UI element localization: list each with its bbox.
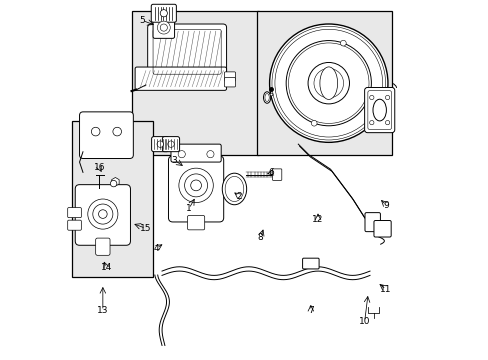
Text: 6: 6 [268,168,274,177]
Bar [131,12,258,155]
FancyBboxPatch shape [302,258,319,269]
FancyBboxPatch shape [67,208,81,218]
Circle shape [157,21,170,34]
FancyBboxPatch shape [75,185,130,245]
Circle shape [311,120,316,126]
FancyBboxPatch shape [135,67,226,90]
FancyBboxPatch shape [367,91,391,130]
Text: 9: 9 [383,201,388,210]
Circle shape [91,127,100,136]
Circle shape [113,127,121,136]
Circle shape [307,63,349,104]
FancyBboxPatch shape [80,112,133,158]
Text: 11: 11 [380,285,391,294]
Circle shape [179,168,213,203]
Circle shape [110,180,117,187]
Circle shape [160,10,167,17]
FancyBboxPatch shape [151,4,176,22]
FancyBboxPatch shape [168,156,223,222]
Circle shape [271,26,385,140]
FancyBboxPatch shape [67,220,81,230]
Circle shape [269,24,387,142]
Text: 7: 7 [307,306,313,315]
Circle shape [385,121,389,125]
FancyBboxPatch shape [147,24,226,80]
Text: 15: 15 [140,224,151,233]
FancyBboxPatch shape [224,78,235,87]
Circle shape [369,95,373,100]
Bar [72,121,153,277]
Circle shape [340,40,346,46]
FancyBboxPatch shape [162,136,179,152]
Circle shape [157,141,163,147]
Text: 1: 1 [185,204,191,213]
Circle shape [190,180,201,191]
FancyBboxPatch shape [272,169,281,180]
Ellipse shape [319,67,337,99]
Ellipse shape [264,94,269,102]
Text: 2: 2 [236,192,242,201]
Circle shape [99,210,107,219]
Circle shape [160,24,167,31]
FancyBboxPatch shape [171,144,221,162]
Ellipse shape [224,176,244,202]
Circle shape [88,199,118,229]
Ellipse shape [222,173,246,205]
Circle shape [167,141,174,147]
FancyBboxPatch shape [96,238,110,255]
Text: 14: 14 [101,264,112,273]
Circle shape [184,174,207,197]
FancyBboxPatch shape [224,72,235,81]
Text: 4: 4 [154,244,159,253]
FancyBboxPatch shape [364,87,394,133]
Text: 5: 5 [139,16,145,25]
FancyBboxPatch shape [187,216,204,230]
Ellipse shape [263,92,270,103]
Circle shape [285,41,370,126]
Circle shape [274,29,382,137]
Text: 13: 13 [97,306,108,315]
FancyBboxPatch shape [364,213,380,231]
Circle shape [178,150,185,158]
Circle shape [313,68,343,98]
Bar [257,12,391,155]
Circle shape [385,95,389,100]
Text: 10: 10 [358,317,369,326]
Ellipse shape [372,99,386,121]
Text: 8: 8 [257,233,263,242]
Circle shape [206,150,214,158]
Text: 16: 16 [93,163,105,172]
FancyBboxPatch shape [373,221,390,237]
Circle shape [288,43,368,123]
FancyBboxPatch shape [153,17,174,39]
Polygon shape [111,177,119,186]
Text: 3: 3 [171,156,177,165]
Circle shape [93,204,113,224]
FancyBboxPatch shape [151,136,168,152]
Circle shape [369,121,373,125]
Text: 12: 12 [312,215,323,224]
